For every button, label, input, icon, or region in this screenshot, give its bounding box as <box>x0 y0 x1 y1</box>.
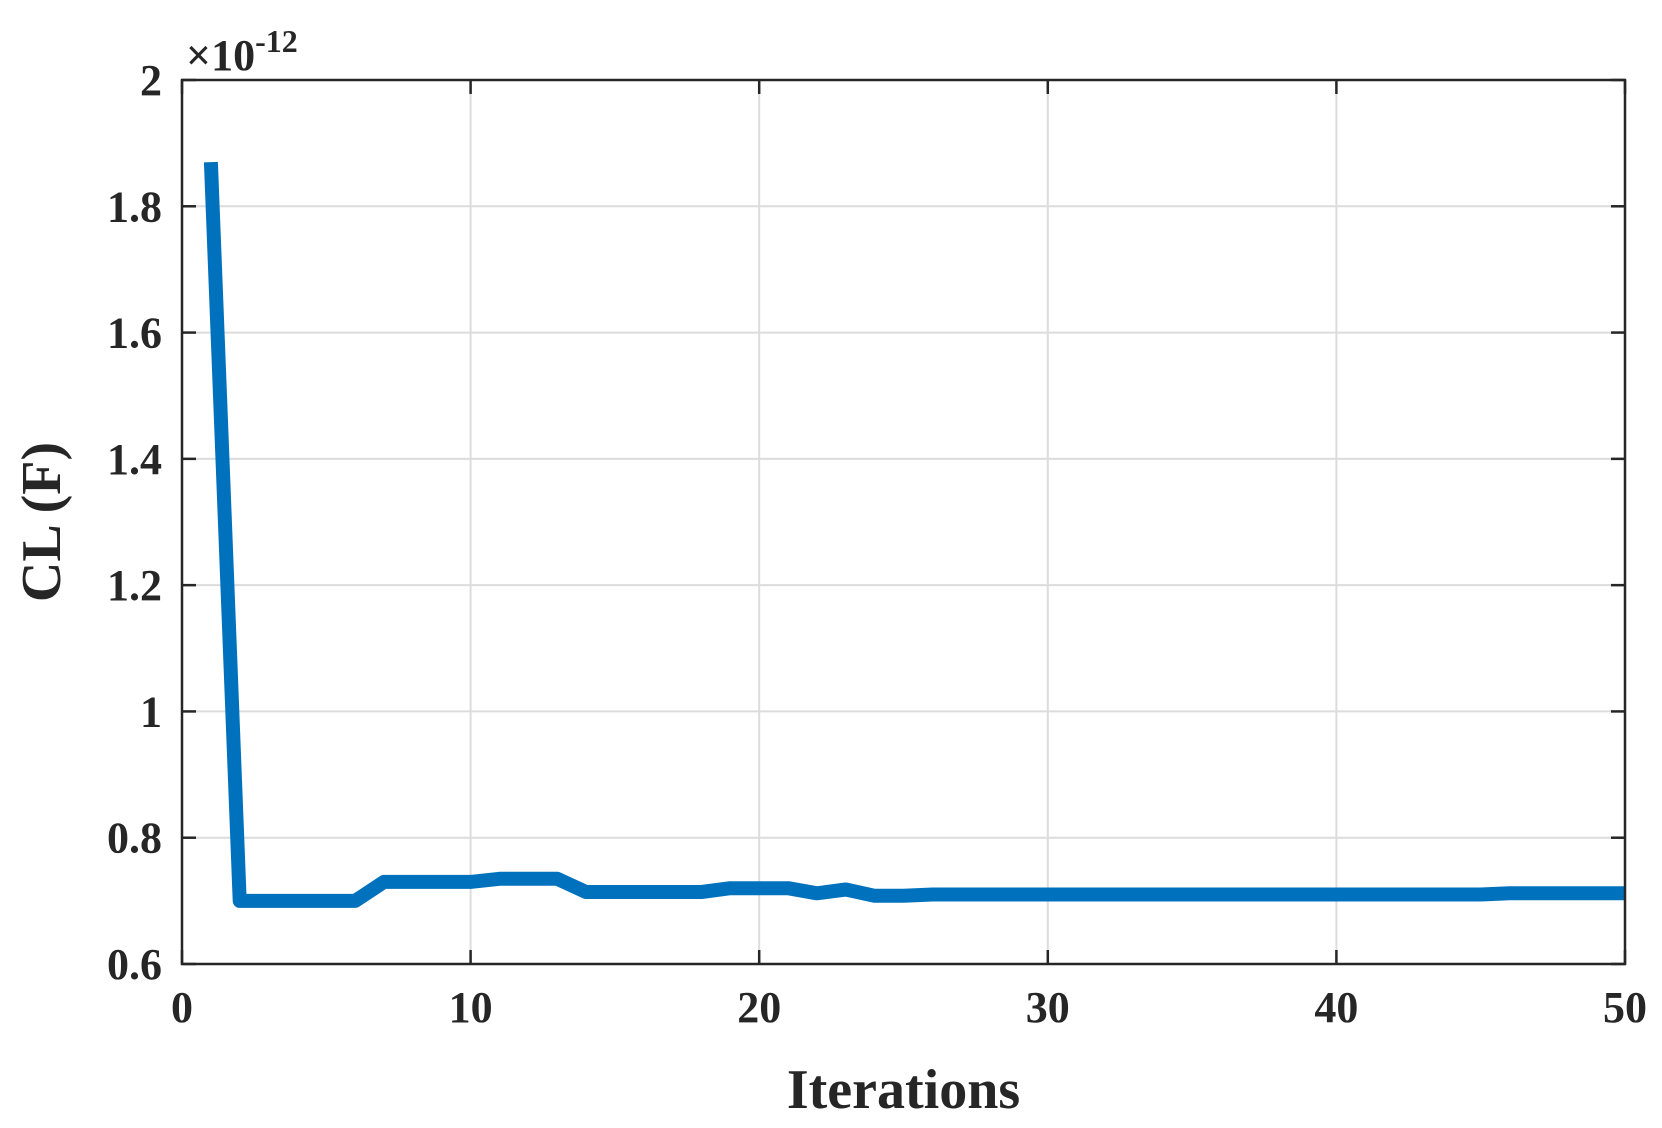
y-exponent-base: ×10 <box>186 31 255 80</box>
x-axis-label: Iterations <box>787 1059 1020 1121</box>
y-tick-label: 2 <box>140 56 162 105</box>
y-tick-labels: 0.6 0.8 1 1.2 1.4 1.6 1.8 2 <box>107 56 162 989</box>
plot-area-border <box>180 78 1627 966</box>
y-tick-label: 1.8 <box>107 182 162 231</box>
x-tick-label: 10 <box>449 983 493 1032</box>
x-tick-label: 30 <box>1026 983 1070 1032</box>
series-line <box>203 161 1625 908</box>
y-tick-label: 1 <box>140 687 162 736</box>
y-tick-label: 0.6 <box>107 940 162 989</box>
x-tick-label: 20 <box>737 983 781 1032</box>
y-axis-label: CL (F) <box>11 442 73 602</box>
y-tick-label: 1.4 <box>107 435 162 484</box>
x-tick-label: 40 <box>1314 983 1358 1032</box>
y-tick-label: 1.2 <box>107 561 162 610</box>
series-layer <box>203 161 1626 908</box>
x-tick-labels: 0 10 20 30 40 50 <box>171 983 1647 1032</box>
y-tick-label: 0.8 <box>107 814 162 863</box>
y-tick-label: 1.6 <box>107 309 162 358</box>
y-exponent-label: ×10-12 <box>186 23 298 80</box>
grid-lines <box>181 79 1626 965</box>
tick-marks <box>180 78 1627 966</box>
x-tick-label: 0 <box>171 983 193 1032</box>
x-tick-label: 50 <box>1603 983 1647 1032</box>
y-exponent-power: -12 <box>255 23 298 59</box>
